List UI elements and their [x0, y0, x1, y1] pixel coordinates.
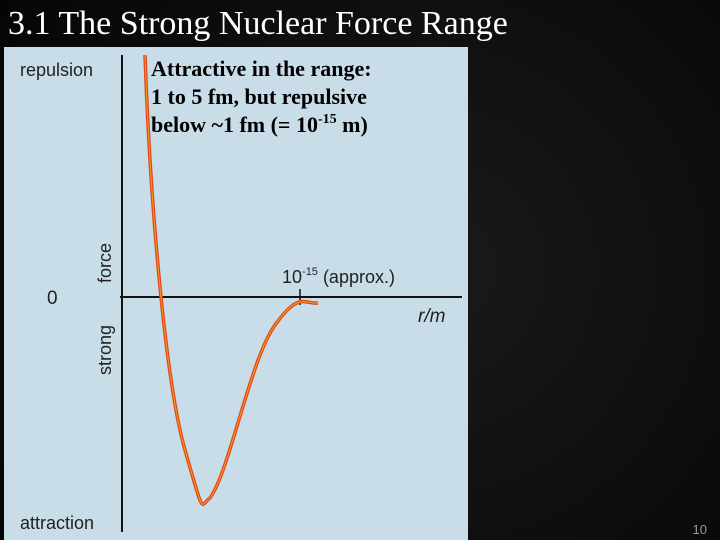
origin-label: 0 — [47, 288, 58, 309]
page-number: 10 — [693, 522, 707, 537]
marker-label: 10-15 (approx.) — [282, 266, 395, 287]
marker-base: 10 — [282, 267, 302, 287]
force-label: force — [95, 243, 115, 283]
x-axis-label: r/m — [418, 306, 445, 327]
marker-exponent: -15 — [302, 266, 318, 278]
callout-line: below ~1 fm (= 10-15 m) — [151, 112, 368, 137]
callout-exponent: -15 — [318, 112, 337, 127]
callout-line: 1 to 5 fm, but repulsive — [151, 84, 367, 109]
marker-rest: (approx.) — [318, 267, 395, 287]
callout-text: m) — [337, 112, 368, 137]
strong-label: strong — [95, 325, 115, 375]
attraction-label: attraction — [20, 513, 94, 533]
callout-text: below ~1 fm (= 10 — [151, 112, 318, 137]
figure-panel — [4, 47, 468, 540]
force-curve-highlight — [144, 54, 319, 505]
callout-line: Attractive in the range: — [151, 56, 372, 81]
repulsion-label: repulsion — [20, 60, 93, 80]
slide-title: 3.1 The Strong Nuclear Force Range — [8, 5, 508, 42]
